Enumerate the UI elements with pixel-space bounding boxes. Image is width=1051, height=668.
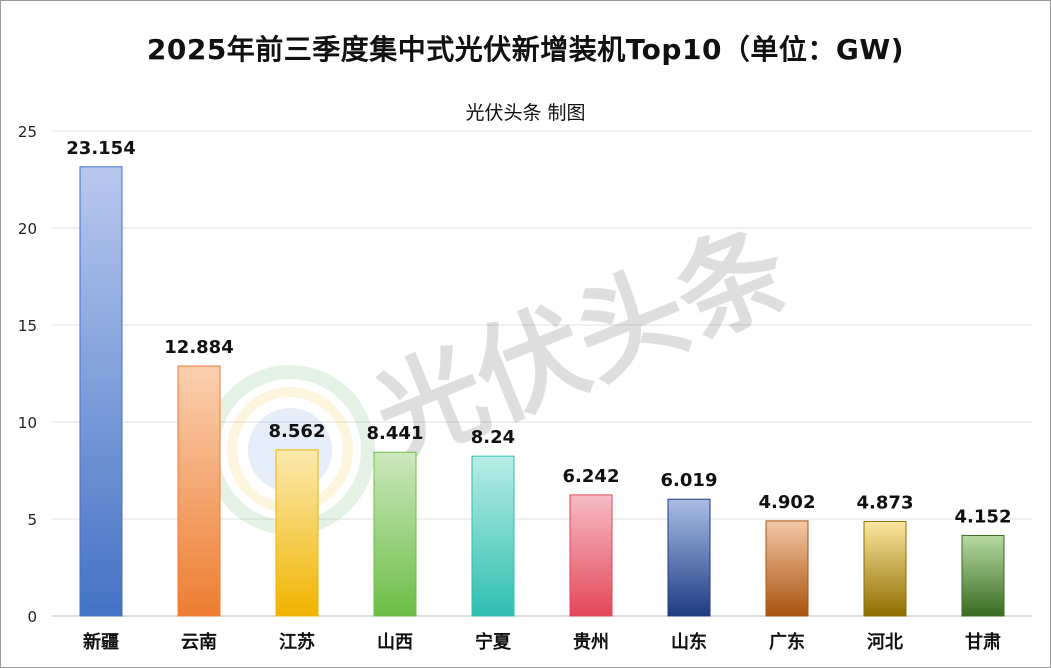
- x-tick-label: 贵州: [573, 632, 609, 653]
- data-label: 23.154: [66, 138, 135, 159]
- y-tick-label: 10: [18, 414, 37, 432]
- chart-title: 2025年前三季度集中式光伏新增装机Top10（单位：GW): [146, 33, 905, 66]
- y-tick-label: 20: [18, 220, 37, 238]
- data-label: 4.902: [759, 492, 816, 513]
- x-axis: 新疆 云南 江苏 山西 宁夏 贵州 山东 广东 河北 甘肃: [83, 631, 1001, 653]
- bar: [667, 498, 711, 617]
- data-label: 4.873: [857, 492, 914, 513]
- x-tick-label: 山东: [671, 631, 707, 653]
- x-tick-label: 广东: [769, 631, 805, 653]
- data-label: 8.562: [269, 421, 326, 442]
- y-tick-label: 5: [27, 511, 37, 529]
- data-labels: 23.154 12.884 8.562 8.441 8.24 6.242 6.019 4.90…: [66, 138, 1011, 528]
- bar: [79, 166, 123, 617]
- x-tick-label: 河北: [867, 632, 903, 653]
- y-tick-label: 25: [18, 123, 37, 141]
- x-tick-label: 宁夏: [475, 631, 512, 653]
- data-label: 6.019: [661, 470, 718, 491]
- y-tick-label: 0: [27, 608, 37, 626]
- bar: [569, 494, 613, 617]
- data-label: 8.441: [367, 423, 424, 444]
- data-label: 4.152: [955, 506, 1012, 527]
- bar: [863, 520, 907, 617]
- x-tick-label: 山西: [377, 632, 413, 653]
- x-tick-label: 甘肃: [965, 631, 1001, 653]
- bar: [373, 451, 417, 617]
- data-label: 6.242: [563, 466, 620, 487]
- watermark-text: 光伏头条: [358, 206, 805, 484]
- bar: [275, 449, 319, 617]
- bars: [79, 166, 1005, 617]
- x-tick-label: 江苏: [279, 631, 315, 653]
- y-tick-label: 15: [18, 317, 37, 335]
- y-axis: 0 5 10 15 20 25: [18, 123, 37, 626]
- chart-subtitle: 光伏头条 制图: [465, 102, 586, 124]
- data-label: 8.24: [471, 427, 515, 448]
- bar: [177, 365, 221, 617]
- bar: [961, 534, 1005, 617]
- bar: [471, 455, 515, 617]
- x-tick-label: 云南: [181, 631, 217, 653]
- x-tick-label: 新疆: [83, 631, 119, 653]
- bar: [765, 520, 809, 617]
- data-label: 12.884: [164, 337, 233, 358]
